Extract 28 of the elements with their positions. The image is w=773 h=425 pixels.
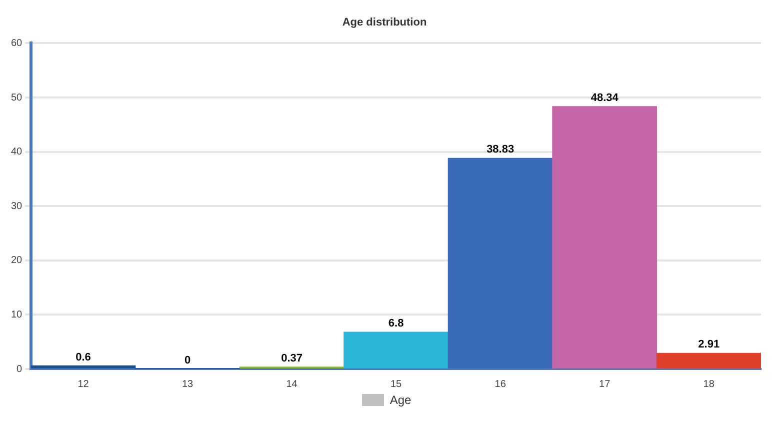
- y-tick-label: 30: [11, 200, 23, 212]
- data-label: 48.34: [590, 92, 620, 104]
- x-tick-label: 12: [78, 378, 90, 390]
- bar: [656, 352, 761, 368]
- x-tick-label: 13: [182, 378, 194, 390]
- x-tick-label: 18: [703, 378, 715, 390]
- y-tick-label: 50: [11, 92, 23, 104]
- x-tick-label: 14: [286, 378, 298, 390]
- data-label: 0: [184, 354, 191, 367]
- text: Age: [390, 393, 412, 407]
- data-label: 2.91: [698, 338, 720, 351]
- data-label: 6.8: [388, 318, 404, 330]
- data-label: 0.37: [281, 352, 303, 365]
- data-label: 38.83: [486, 144, 514, 156]
- y-tick-label: 10: [11, 309, 23, 320]
- data-label: 0.6: [76, 351, 91, 364]
- y-tick-label: 60: [11, 38, 23, 49]
- chart-title: Age distribution: [342, 16, 427, 29]
- x-tick-label: 15: [390, 378, 402, 390]
- bar: [344, 332, 449, 368]
- y-tick-label: 0: [16, 364, 23, 375]
- bar: [448, 158, 553, 368]
- x-tick-label: 17: [599, 378, 611, 390]
- bar: [31, 365, 136, 368]
- y-tick-label: 40: [11, 146, 23, 158]
- x-tick-label: 16: [494, 378, 506, 390]
- y-tick-label: 20: [11, 255, 23, 266]
- bar: [552, 106, 658, 368]
